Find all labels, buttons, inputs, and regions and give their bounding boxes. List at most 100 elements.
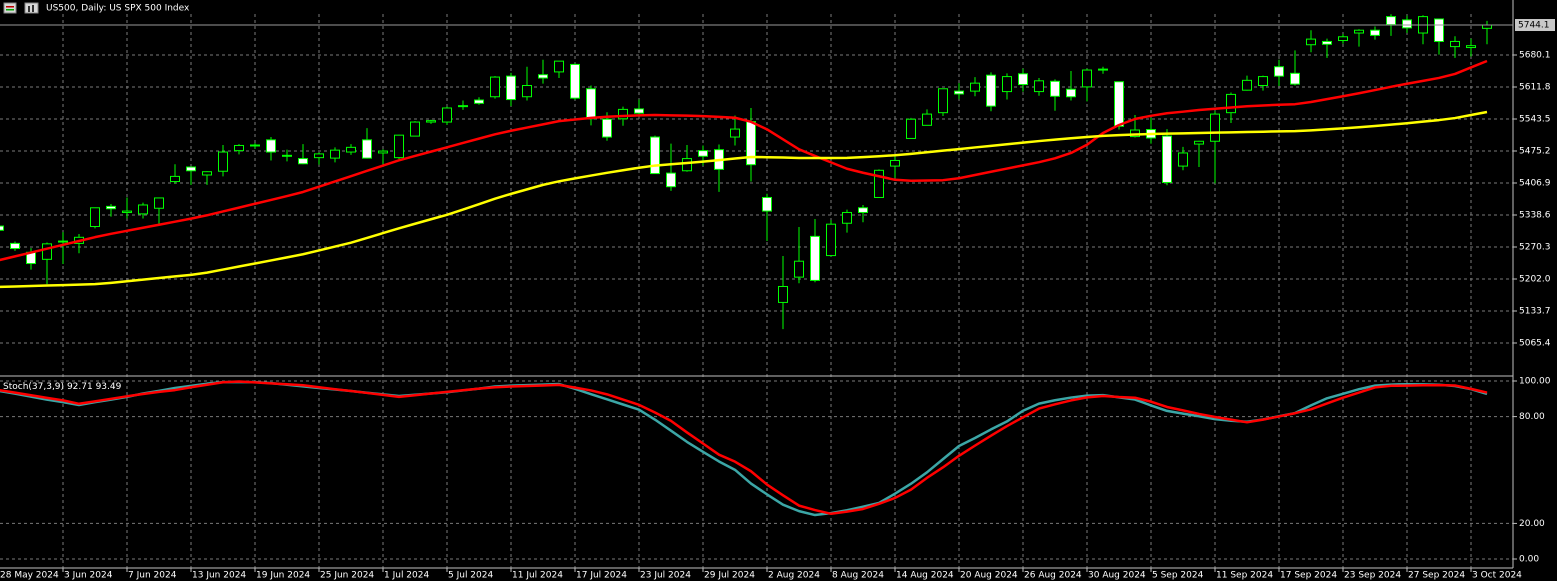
x-tick-label: 3 Jun 2024 [64,571,113,581]
candle-body [458,105,468,108]
candle-body [682,158,692,172]
x-tick-label: 3 Oct 2024 [1472,571,1522,581]
moving-average-line [0,110,1488,289]
candle-body [1162,135,1172,183]
y-tick-label: 20.00 [1519,519,1545,529]
y-tick-label: 0.00 [1519,555,1539,565]
candle-body [1194,140,1204,145]
candle-body [890,159,900,167]
moving-average-line [0,59,1488,262]
icon [32,5,34,12]
candle-body [1210,113,1220,142]
candle-body [778,285,788,303]
candle-body [666,172,676,188]
y-tick-label: 5133.7 [1519,306,1551,316]
candle-body [938,88,948,114]
candle-body [378,150,388,154]
candle-body [1386,16,1396,26]
candle-body [442,107,452,123]
candle-body [1226,93,1236,114]
indicator-name: Stoch(37,3,9) [3,382,64,392]
candle-body [1050,80,1060,97]
candle-body [154,197,164,209]
candle-body [842,211,852,224]
icon [28,6,30,12]
indicator-line [0,380,1488,516]
candle-body [330,149,340,159]
candle-body [634,108,644,114]
candle-body [1306,38,1316,46]
y-tick-label: 5202.0 [1519,274,1551,284]
candle-body [1450,40,1460,48]
candle-body [826,223,836,257]
x-tick-label: 23 Sep 2024 [1344,571,1401,581]
candle-body [122,210,132,213]
x-tick-label: 20 Aug 2024 [960,571,1018,581]
candle-body [618,108,628,120]
x-tick-label: 17 Sep 2024 [1280,571,1337,581]
candle-body [1338,36,1348,42]
y-tick-label: 5475.2 [1519,146,1551,156]
x-tick-label: 25 Jun 2024 [320,571,374,581]
indicator-label: Stoch(37,3,9) 92.71 93.49 [3,382,122,392]
x-tick-label: 11 Sep 2024 [1216,571,1273,581]
candle-body [1274,66,1284,77]
candle-body [234,144,244,152]
x-tick-label: 27 Sep 2024 [1408,571,1465,581]
candle-body [1322,40,1332,45]
last-price-label: 5744.1 [1518,21,1550,31]
candle-body [490,76,500,98]
candle-body [10,242,20,250]
candle-body [1066,88,1076,98]
candle-body [138,204,148,215]
x-tick-label: 7 Jun 2024 [128,571,177,581]
y-tick-label: 5338.6 [1519,210,1551,220]
candle-body [586,88,596,120]
candle-body [250,144,260,147]
candle-body [506,75,516,101]
grid [0,14,1513,568]
candle-body [698,150,708,157]
y-tick-label: 5680.1 [1519,50,1551,60]
candle-body [1290,72,1300,85]
candle-body [1002,76,1012,93]
toolbar-icons [3,2,39,14]
icon [3,2,17,14]
icon [6,9,14,11]
candle-body [410,121,420,137]
candle-body [0,225,4,231]
x-tick-label: 30 Aug 2024 [1088,571,1146,581]
x-tick-label: 5 Jul 2024 [448,571,493,581]
candle-body [394,134,404,159]
y-tick-label: 5406.9 [1519,178,1551,188]
candle-body [1402,19,1412,29]
candle-body [58,240,68,243]
icon [24,2,39,14]
x-tick-label: 29 Jul 2024 [704,571,755,581]
y-tick-label: 5270.3 [1519,242,1551,252]
y-tick-label: 5543.5 [1519,114,1551,124]
candle-body [810,235,820,281]
x-tick-label: 23 Jul 2024 [640,571,691,581]
candle-body [538,74,548,79]
candle-body [282,154,292,157]
indicator-signal-value: 93.49 [96,382,122,392]
candle-body [314,153,324,159]
candle-body [1466,45,1476,49]
candle-body [474,99,484,104]
candle-body [650,136,660,175]
y-tick-label: 5611.8 [1519,82,1551,92]
x-tick-label: 26 Aug 2024 [1024,571,1082,581]
candle-body [1178,152,1188,167]
candle-body [266,139,276,153]
candle-body [1434,18,1444,42]
candle-body [554,60,564,73]
candle-body [1114,81,1124,127]
candle-body [170,175,180,183]
candle-body [954,90,964,95]
chart-title: US500, Daily: US SPX 500 Index [46,4,190,14]
x-tick-label: 2 Aug 2024 [768,571,820,581]
candle-body [762,196,772,212]
x-tick-label: 1 Jul 2024 [384,571,429,581]
candle-body [602,118,612,138]
